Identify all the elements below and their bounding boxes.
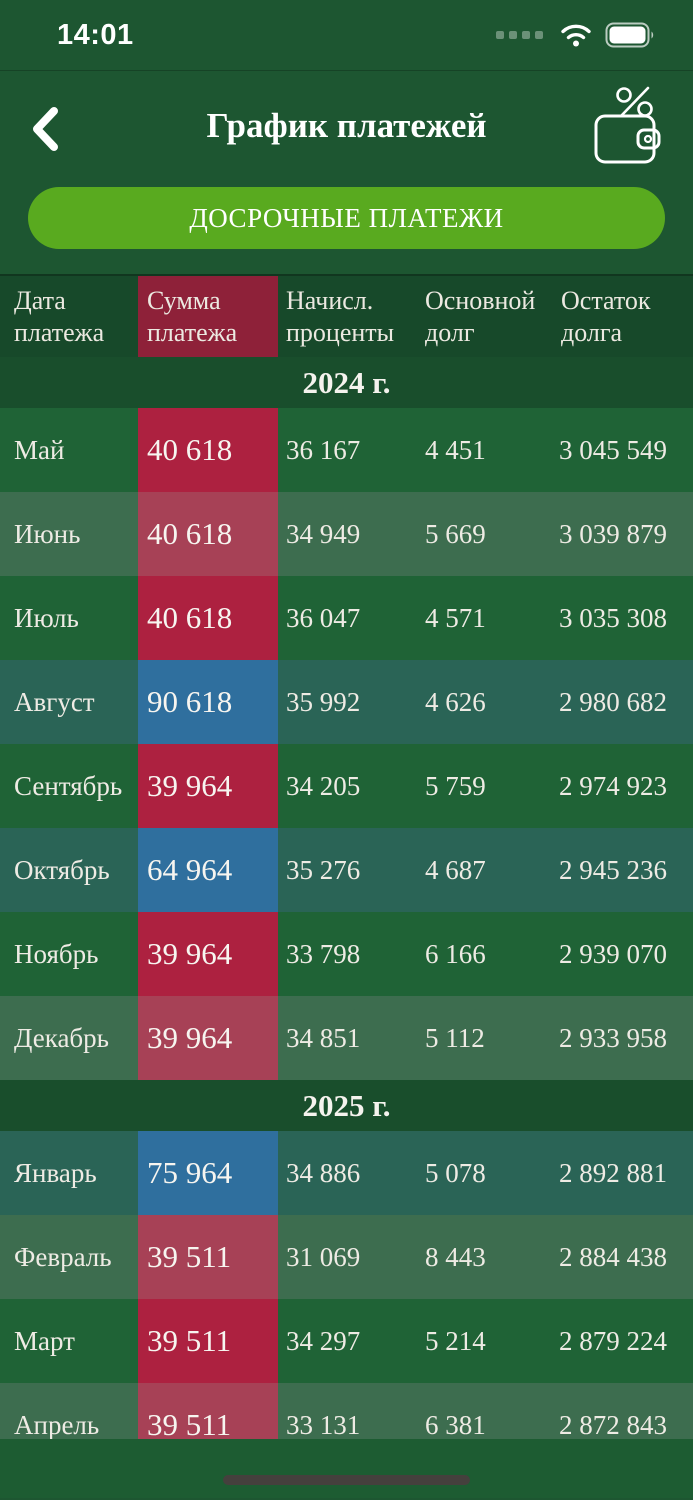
payment-row[interactable]: Февраль 39 511 31 069 8 443 2 884 438 (0, 1215, 693, 1299)
principal-cell: 5 214 (425, 1325, 486, 1356)
interest-cell: 33 131 (286, 1409, 361, 1440)
interest-cell: 34 205 (286, 770, 361, 801)
interest-cell: 31 069 (286, 1241, 361, 1272)
principal-cell: 6 166 (425, 938, 486, 969)
interest-cell: 36 167 (286, 434, 361, 465)
sum-cell: 75 964 (138, 1131, 278, 1215)
column-header-date: Дата платежа (14, 285, 105, 347)
year-section-header: 2024 г. (0, 357, 693, 408)
payment-row[interactable]: Декабрь 39 964 34 851 5 112 2 933 958 (0, 996, 693, 1080)
month-cell: Август (14, 686, 95, 717)
column-header-interest: Начисл. проценты (286, 285, 395, 347)
month-cell: Декабрь (14, 1022, 109, 1053)
balance-cell: 2 980 682 (559, 686, 667, 717)
battery-icon (605, 22, 655, 48)
principal-cell: 8 443 (425, 1241, 486, 1272)
month-cell: Январь (14, 1157, 97, 1188)
balance-cell: 2 892 881 (559, 1157, 667, 1188)
sum-cell: 39 964 (138, 996, 278, 1080)
wifi-icon (559, 22, 593, 48)
payment-row[interactable]: Январь 75 964 34 886 5 078 2 892 881 (0, 1131, 693, 1215)
balance-cell: 2 884 438 (559, 1241, 667, 1272)
status-icons (496, 22, 655, 48)
year-section-header: 2025 г. (0, 1080, 693, 1131)
interest-cell: 33 798 (286, 938, 361, 969)
balance-cell: 3 035 308 (559, 602, 667, 633)
sum-cell: 40 618 (138, 492, 278, 576)
payment-row[interactable]: Июль 40 618 36 047 4 571 3 035 308 (0, 576, 693, 660)
chevron-left-icon (30, 106, 60, 152)
month-cell: Июнь (14, 518, 81, 549)
principal-cell: 4 626 (425, 686, 486, 717)
principal-cell: 5 759 (425, 770, 486, 801)
back-button[interactable] (30, 105, 64, 153)
bottom-bar (0, 1439, 693, 1498)
nav-header: График платежей (0, 70, 693, 181)
month-cell: Ноябрь (14, 938, 99, 969)
cellular-signal-icon (496, 31, 543, 39)
sum-cell: 39 511 (138, 1215, 278, 1299)
sum-cell: 64 964 (138, 828, 278, 912)
principal-cell: 4 687 (425, 854, 486, 885)
interest-cell: 34 297 (286, 1325, 361, 1356)
early-payment-wallet-button[interactable] (591, 83, 667, 169)
sum-cell: 39 964 (138, 912, 278, 996)
balance-cell: 2 879 224 (559, 1325, 667, 1356)
interest-cell: 34 949 (286, 518, 361, 549)
balance-cell: 2 872 843 (559, 1409, 667, 1440)
principal-cell: 4 451 (425, 434, 486, 465)
sum-cell: 39 964 (138, 744, 278, 828)
month-cell: Апрель (14, 1409, 100, 1440)
balance-cell: 2 974 923 (559, 770, 667, 801)
sum-cell: 40 618 (138, 408, 278, 492)
payment-row[interactable]: Сентябрь 39 964 34 205 5 759 2 974 923 (0, 744, 693, 828)
balance-cell: 2 939 070 (559, 938, 667, 969)
payment-row[interactable]: Июнь 40 618 34 949 5 669 3 039 879 (0, 492, 693, 576)
interest-cell: 35 992 (286, 686, 361, 717)
page-title: График платежей (206, 106, 487, 145)
principal-cell: 6 381 (425, 1409, 486, 1440)
payment-row[interactable]: Октябрь 64 964 35 276 4 687 2 945 236 (0, 828, 693, 912)
payment-schedule-table: Дата платежа Сумма платежа Начисл. проце… (0, 274, 693, 1439)
sum-cell: 90 618 (138, 660, 278, 744)
column-header-balance: Остаток долга (561, 285, 651, 347)
payment-row[interactable]: Ноябрь 39 964 33 798 6 166 2 939 070 (0, 912, 693, 996)
principal-cell: 5 669 (425, 518, 486, 549)
early-payments-button[interactable]: ДОСРОЧНЫЕ ПЛАТЕЖИ (28, 187, 665, 249)
payment-row[interactable]: Март 39 511 34 297 5 214 2 879 224 (0, 1299, 693, 1383)
month-cell: Сентябрь (14, 770, 123, 801)
payment-row[interactable]: Август 90 618 35 992 4 626 2 980 682 (0, 660, 693, 744)
payment-row[interactable]: Май 40 618 36 167 4 451 3 045 549 (0, 408, 693, 492)
month-cell: Июль (14, 602, 79, 633)
payment-row[interactable]: Апрель 39 511 33 131 6 381 2 872 843 (0, 1383, 693, 1439)
button-row: ДОСРОЧНЫЕ ПЛАТЕЖИ (0, 181, 693, 249)
principal-cell: 5 112 (425, 1022, 485, 1053)
home-indicator[interactable] (223, 1475, 470, 1485)
wallet-percent-icon (591, 83, 667, 169)
principal-cell: 4 571 (425, 602, 486, 633)
balance-cell: 2 945 236 (559, 854, 667, 885)
table-header-row: Дата платежа Сумма платежа Начисл. проце… (0, 274, 693, 357)
sum-cell: 39 511 (138, 1383, 278, 1439)
sum-cell: 40 618 (138, 576, 278, 660)
month-cell: Февраль (14, 1241, 112, 1272)
interest-cell: 34 886 (286, 1157, 361, 1188)
sum-cell: 39 511 (138, 1299, 278, 1383)
status-bar: 14:01 (0, 0, 693, 70)
balance-cell: 3 039 879 (559, 518, 667, 549)
month-cell: Март (14, 1325, 75, 1356)
month-cell: Май (14, 434, 65, 465)
clock: 14:01 (57, 18, 134, 51)
balance-cell: 2 933 958 (559, 1022, 667, 1053)
table-body: 2024 г. Май 40 618 36 167 4 451 3 045 549 Июнь… (0, 357, 693, 1439)
interest-cell: 36 047 (286, 602, 361, 633)
month-cell: Октябрь (14, 854, 110, 885)
interest-cell: 35 276 (286, 854, 361, 885)
interest-cell: 34 851 (286, 1022, 361, 1053)
column-header-principal: Основной долг (425, 285, 536, 347)
column-header-sum: Сумма платежа (138, 276, 278, 357)
balance-cell: 3 045 549 (559, 434, 667, 465)
principal-cell: 5 078 (425, 1157, 486, 1188)
